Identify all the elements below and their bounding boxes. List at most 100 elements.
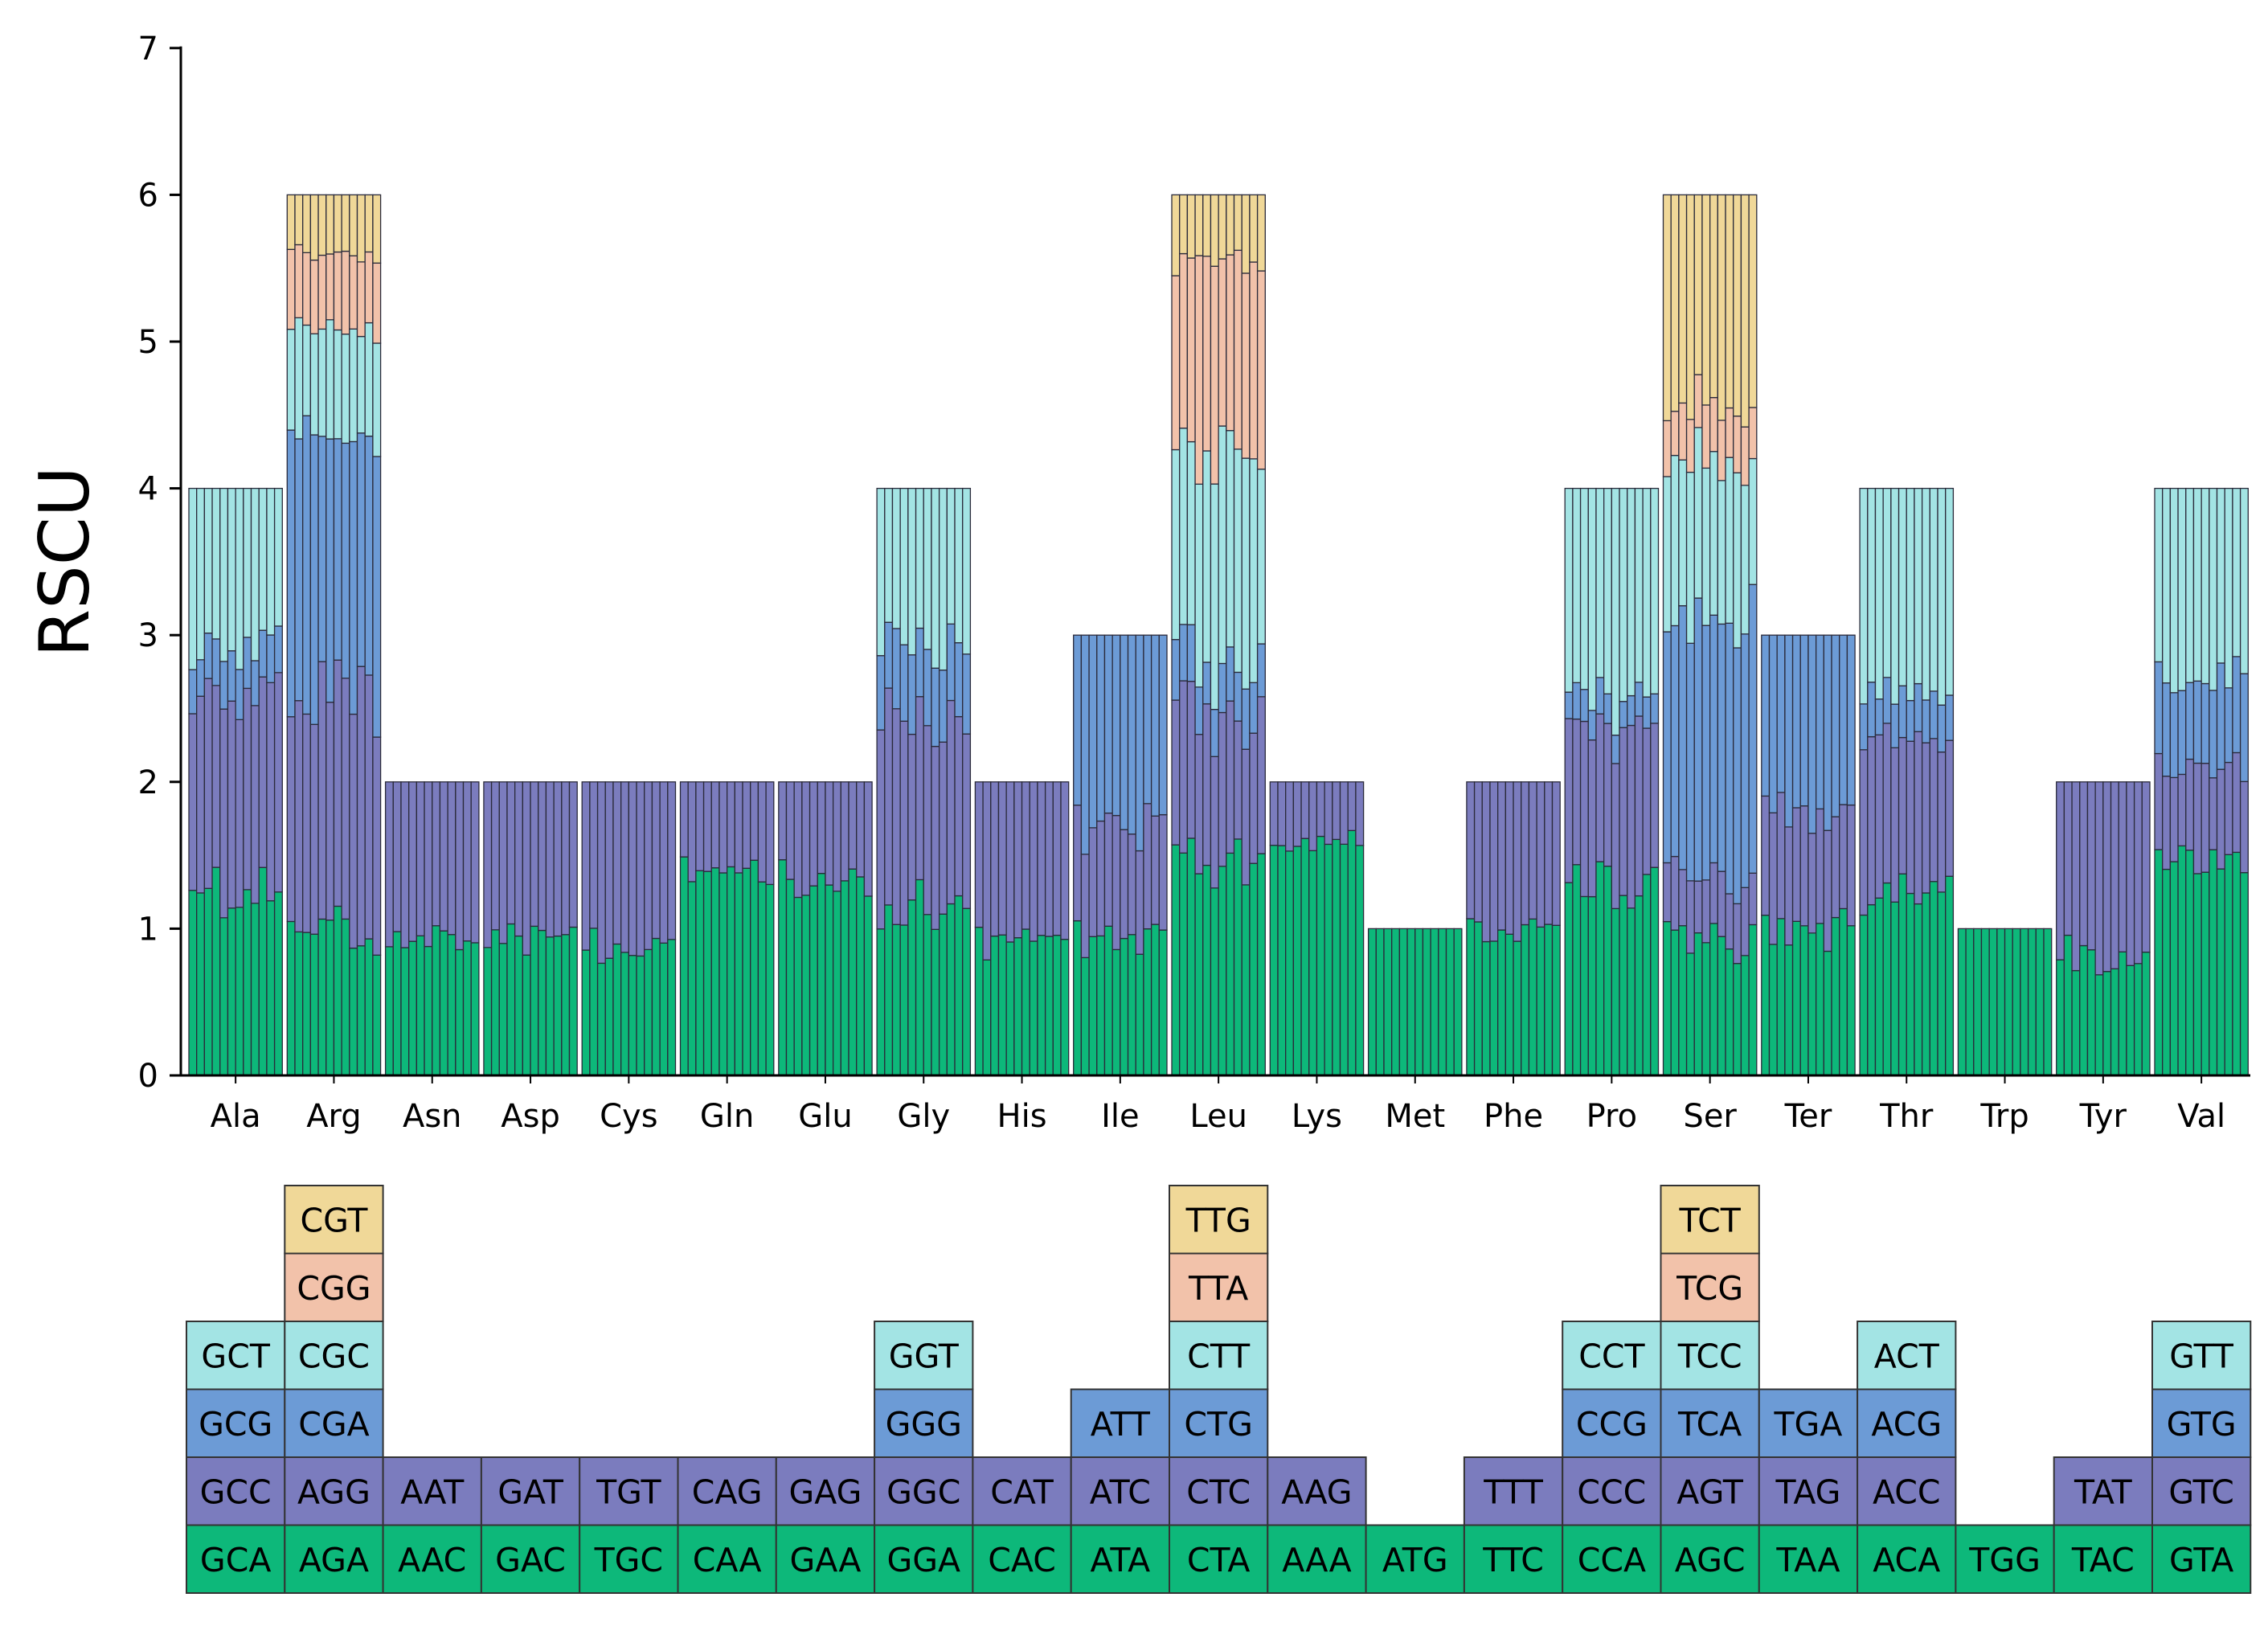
legend-codon-act: ACT (1874, 1337, 1940, 1375)
x-tick-label-ser: Ser (1683, 1098, 1737, 1135)
bar-segment-agc-10 (1733, 963, 1742, 1076)
bar-segment-gcc-3 (203, 678, 213, 889)
bar-segment-ata-4 (1096, 935, 1106, 1076)
bar-segment-atc-7 (1120, 829, 1129, 940)
bar-segment-att-8 (1127, 634, 1136, 835)
bar-segment-ggg-12 (962, 653, 972, 735)
bar-segment-taa-3 (1776, 918, 1786, 1076)
bar-segment-ggc-11 (954, 715, 964, 897)
codon-legend: GCA GCC GCG GCT AGA AGG CGA CGC CGG CGT AAC AAT GAC G… (186, 1185, 2252, 1594)
legend-cell-gat (480, 1456, 581, 1526)
bar-segment-tcc-10 (1733, 472, 1742, 649)
legend-codon-tcg: TCG (1676, 1269, 1743, 1308)
axis-layer: 0 1 2 3 4 5 6 7 RSCU Ala Arg Asn Asp Cys Gln Glu Gly His I… (25, 31, 2250, 1135)
legend-codon-tcc: TCC (1677, 1337, 1742, 1375)
bar-segment-gcg-1 (188, 669, 198, 715)
bar-segment-agg-10 (356, 666, 366, 947)
bar-segment-tgt-10 (651, 781, 661, 940)
x-tick-label-ala: Ala (211, 1098, 261, 1135)
legend-cell-gtg (2151, 1388, 2252, 1458)
bar-segment-aga-5 (317, 918, 327, 1076)
bar-segment-cgg-8 (341, 250, 350, 335)
bar-segment-taa-10 (1831, 916, 1840, 1076)
bars-layer (188, 194, 2249, 1076)
bar-segment-cca-6 (1603, 866, 1613, 1076)
bar-segment-ata-1 (1073, 919, 1083, 1076)
bar-segment-tac-7 (2102, 971, 2112, 1076)
bar-segment-ctc-9 (1233, 720, 1242, 840)
bar-segment-gtt-12 (2239, 487, 2249, 674)
bar-segment-acc-11 (1937, 752, 1947, 893)
bar-segment-aga-6 (325, 919, 335, 1076)
bar-segment-gta-12 (2239, 872, 2249, 1076)
bar-segment-ttg-5 (1202, 194, 1212, 257)
bar-segment-gta-10 (2224, 854, 2233, 1076)
bar-segment-tat-12 (2141, 781, 2151, 953)
bar-segment-ccc-2 (1572, 718, 1582, 866)
legend-codon-ctg: CTG (1184, 1405, 1252, 1444)
y-tick-label-5: 5 (138, 324, 158, 361)
bar-segment-act-10 (1929, 487, 1938, 692)
legend-cell-agc (1660, 1524, 1760, 1594)
bar-segment-gta-6 (2192, 873, 2202, 1076)
bar-segment-ctt-5 (1202, 450, 1212, 663)
bar-segment-acc-12 (1945, 739, 1955, 877)
bar-segment-aat-10 (455, 781, 465, 951)
bar-segment-tct-5 (1693, 194, 1703, 375)
bar-segment-gag-4 (801, 781, 811, 896)
bar-segment-ctc-12 (1256, 696, 1266, 854)
bar-segment-cga-3 (302, 415, 312, 715)
bar-segment-gag-5 (809, 781, 818, 887)
bar-segment-taa-2 (1768, 944, 1778, 1076)
bar-segment-ggg-2 (884, 621, 894, 689)
bar-segment-ggt-5 (907, 487, 917, 656)
bar-segment-tta-3 (1186, 257, 1196, 443)
bar-segment-gaa-9 (840, 880, 849, 1076)
bar-segment-ccc-6 (1603, 723, 1613, 867)
bar-segment-cca-10 (1634, 895, 1644, 1076)
bar-segment-att-7 (1120, 634, 1129, 830)
bar-segment-gag-8 (832, 781, 841, 892)
legend-codon-gtt: GTT (2169, 1337, 2234, 1375)
bar-segment-ttt-2 (1473, 781, 1483, 923)
bar-segment-gtc-5 (2185, 758, 2195, 851)
legend-codon-att: ATT (1091, 1405, 1151, 1444)
legend-codon-gcc: GCC (200, 1472, 272, 1511)
bar-segment-gtc-11 (2232, 752, 2241, 854)
bar-segment-ctt-11 (1249, 458, 1259, 683)
bar-segment-acg-9 (1921, 699, 1930, 743)
bar-segment-acg-10 (1929, 690, 1938, 739)
bar-segment-tgg-10 (2027, 928, 2037, 1076)
legend-cell-ctc (1169, 1456, 1269, 1526)
bar-segment-act-9 (1921, 487, 1930, 701)
y-tick-label-2: 2 (138, 764, 158, 801)
bar-segment-aca-9 (1921, 892, 1930, 1076)
bar-segment-acg-3 (1874, 698, 1884, 735)
bar-segment-ccc-5 (1595, 713, 1605, 862)
bar-segment-ttc-12 (1551, 924, 1561, 1076)
bar-segment-aat-9 (447, 781, 456, 936)
bar-segment-gtg-5 (2185, 682, 2195, 760)
bar-segment-ctt-4 (1194, 483, 1204, 688)
legend-codon-aag: AAG (1281, 1472, 1352, 1511)
legend-codon-agt: AGT (1676, 1472, 1744, 1511)
bar-segment-gat-7 (530, 781, 539, 928)
bar-segment-cga-8 (341, 442, 350, 679)
bar-segment-caa-5 (710, 867, 720, 1076)
bar-segment-ggt-3 (891, 487, 901, 629)
bar-segment-att-3 (1088, 634, 1098, 829)
bar-segment-gcc-11 (266, 682, 276, 902)
legend-cell-tgg (1955, 1524, 2055, 1594)
bar-segment-cat-12 (1060, 781, 1070, 940)
bar-segment-cgt-9 (349, 194, 358, 256)
bar-segment-tgg-11 (2035, 928, 2045, 1076)
bar-segment-ata-10 (1143, 928, 1152, 1076)
bar-segment-ctt-10 (1241, 457, 1251, 690)
bar-segment-tgg-3 (1973, 928, 1983, 1076)
bar-segment-cct-1 (1564, 487, 1574, 693)
bar-segment-aaa-3 (1285, 850, 1295, 1076)
bar-segment-cag-2 (687, 781, 697, 883)
bar-segment-cgg-6 (325, 253, 335, 321)
bar-segment-gga-10 (946, 903, 956, 1076)
bar-segment-gtt-5 (2185, 487, 2195, 683)
